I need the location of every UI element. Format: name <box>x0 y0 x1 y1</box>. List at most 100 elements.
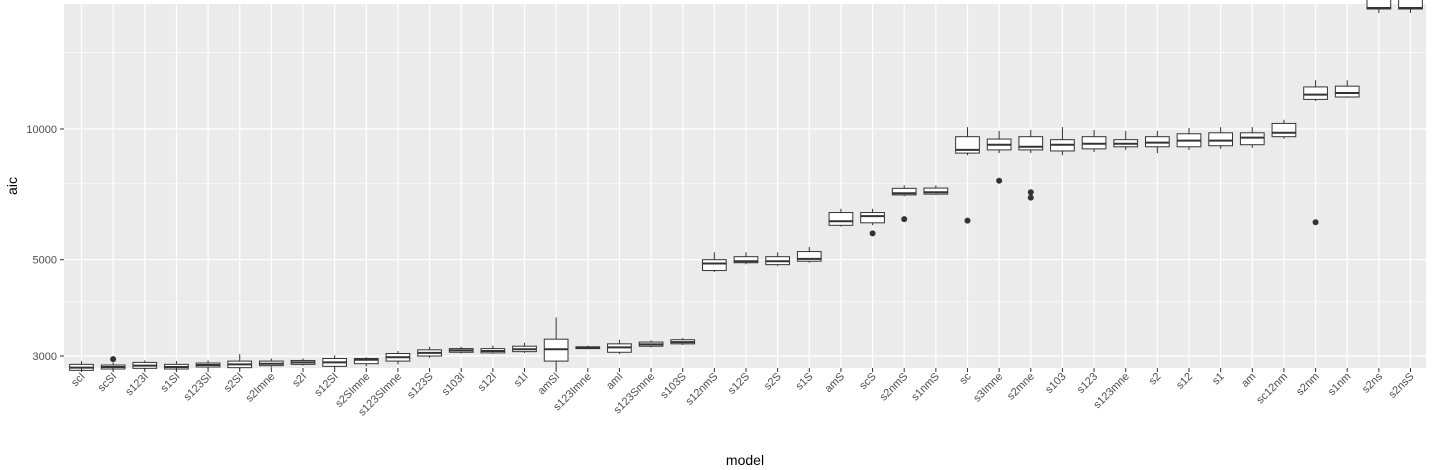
x-tick-label: amS <box>823 371 847 395</box>
box-s12nmS <box>701 252 727 273</box>
box-s123 <box>1081 129 1107 153</box>
box-amI <box>607 339 632 355</box>
iqr-box <box>828 212 854 226</box>
x-tick-label: s3Imne <box>971 371 1005 405</box>
x-tick-label: s103S <box>658 371 689 402</box>
x-tick-label: s2nmS <box>878 371 911 404</box>
x-tick-label: amSI <box>536 371 563 398</box>
x-tick-label: s2SI <box>222 371 246 395</box>
box-s2SI <box>227 354 253 370</box>
iqr-box <box>796 251 822 262</box>
iqr-box <box>701 259 727 272</box>
box-amSI <box>543 317 569 370</box>
iqr-box <box>1208 132 1234 147</box>
x-tick-label: s12SI <box>312 371 340 399</box>
iqr-box <box>1303 86 1328 100</box>
outlier-point <box>901 216 908 223</box>
box-s103 <box>1050 127 1075 156</box>
y-axis-title: aic <box>4 177 20 195</box>
x-tick-label: s1nmS <box>909 371 942 404</box>
x-tick-label: s2mne <box>1005 371 1037 403</box>
box-s12S <box>733 252 759 265</box>
box-s2mne <box>1018 129 1044 201</box>
box-s1nmS <box>923 185 949 195</box>
x-tick-label: s1S <box>794 371 816 393</box>
box-s3Imne <box>986 130 1012 184</box>
iqr-box <box>1018 136 1044 151</box>
x-tick-label: am <box>1239 371 1258 390</box>
box-s2nmS <box>891 185 917 223</box>
boxes <box>69 0 1423 372</box>
x-tick-label: s12S <box>726 371 752 397</box>
x-tick-label: sc <box>957 370 974 387</box>
box-am <box>1239 127 1265 148</box>
x-tick-label: s1 <box>1210 371 1227 388</box>
x-axis-title: model <box>726 452 764 468</box>
x-tick-label: s1I <box>512 371 531 390</box>
plot-panel <box>64 4 1426 368</box>
box-s2S <box>765 252 791 267</box>
box-s1I <box>512 342 537 353</box>
box-s1 <box>1208 127 1234 149</box>
y-axis-ticks: 3000 5000 10000 <box>26 124 64 363</box>
x-tick-label: s123SI <box>181 371 214 404</box>
box-s2I <box>290 358 316 366</box>
x-tick-label: s2 <box>1147 371 1164 388</box>
y-tick-label: 5000 <box>33 255 57 267</box>
outlier-point <box>1027 194 1034 201</box>
iqr-box <box>1334 85 1360 98</box>
x-tick-label: s2ns <box>1360 370 1385 395</box>
x-tick-label: s2I <box>290 371 309 390</box>
outlier-point <box>996 177 1003 184</box>
grid-lines <box>64 4 1426 368</box>
box-s2Imne <box>258 358 284 368</box>
x-tick-label: s1nm <box>1326 371 1354 399</box>
box-amS <box>828 208 854 227</box>
x-tick-label: scS <box>857 371 878 392</box>
x-tick-label: s103 <box>1043 371 1068 396</box>
box-s2ns <box>1366 0 1392 14</box>
x-tick-label: s2S <box>762 371 784 393</box>
box-s103S <box>670 338 696 346</box>
iqr-box <box>891 187 917 196</box>
outlier-point <box>869 230 876 237</box>
box-s2nsS <box>1398 0 1423 14</box>
box-s2 <box>1144 130 1170 154</box>
y-tick-label: 10000 <box>26 124 57 136</box>
box-s2SImne <box>353 357 379 367</box>
box-s12SI <box>322 355 348 369</box>
iqr-box <box>733 256 759 264</box>
x-tick-label: s123S <box>405 371 436 402</box>
box-s12 <box>1176 128 1202 150</box>
outlier-point <box>964 217 971 224</box>
x-tick-label: scI <box>69 371 87 389</box>
box-s123S <box>417 346 442 358</box>
iqr-box <box>923 187 949 195</box>
box-s123SI <box>195 360 221 370</box>
box-sc12nm <box>1271 119 1297 139</box>
x-tick-label: s2Imne <box>243 371 277 405</box>
x-tick-label: s12 <box>1174 371 1195 392</box>
box-scS <box>860 208 885 237</box>
box-s103I <box>448 346 474 354</box>
x-tick-label: s12nmS <box>683 371 720 408</box>
outlier-point <box>1312 219 1319 226</box>
outlier-point <box>1027 189 1034 196</box>
box-s12I <box>480 345 506 355</box>
box-s123mne <box>1113 130 1139 150</box>
x-tick-label: s103I <box>440 371 468 399</box>
x-tick-label: s1SI <box>158 371 182 395</box>
x-tick-label: s123 <box>1075 371 1100 396</box>
box-s2nm <box>1303 80 1328 226</box>
box-s123Smne <box>638 340 664 348</box>
box-sc <box>955 127 980 224</box>
iqr-box <box>353 358 379 365</box>
x-tick-label: sc12nm <box>1254 371 1290 407</box>
box-s1nm <box>1334 80 1360 98</box>
iqr-box <box>860 212 885 224</box>
x-tick-label: s2nsS <box>1387 371 1417 401</box>
iqr-box <box>1271 122 1297 138</box>
x-tick-label: scSI <box>96 371 120 395</box>
